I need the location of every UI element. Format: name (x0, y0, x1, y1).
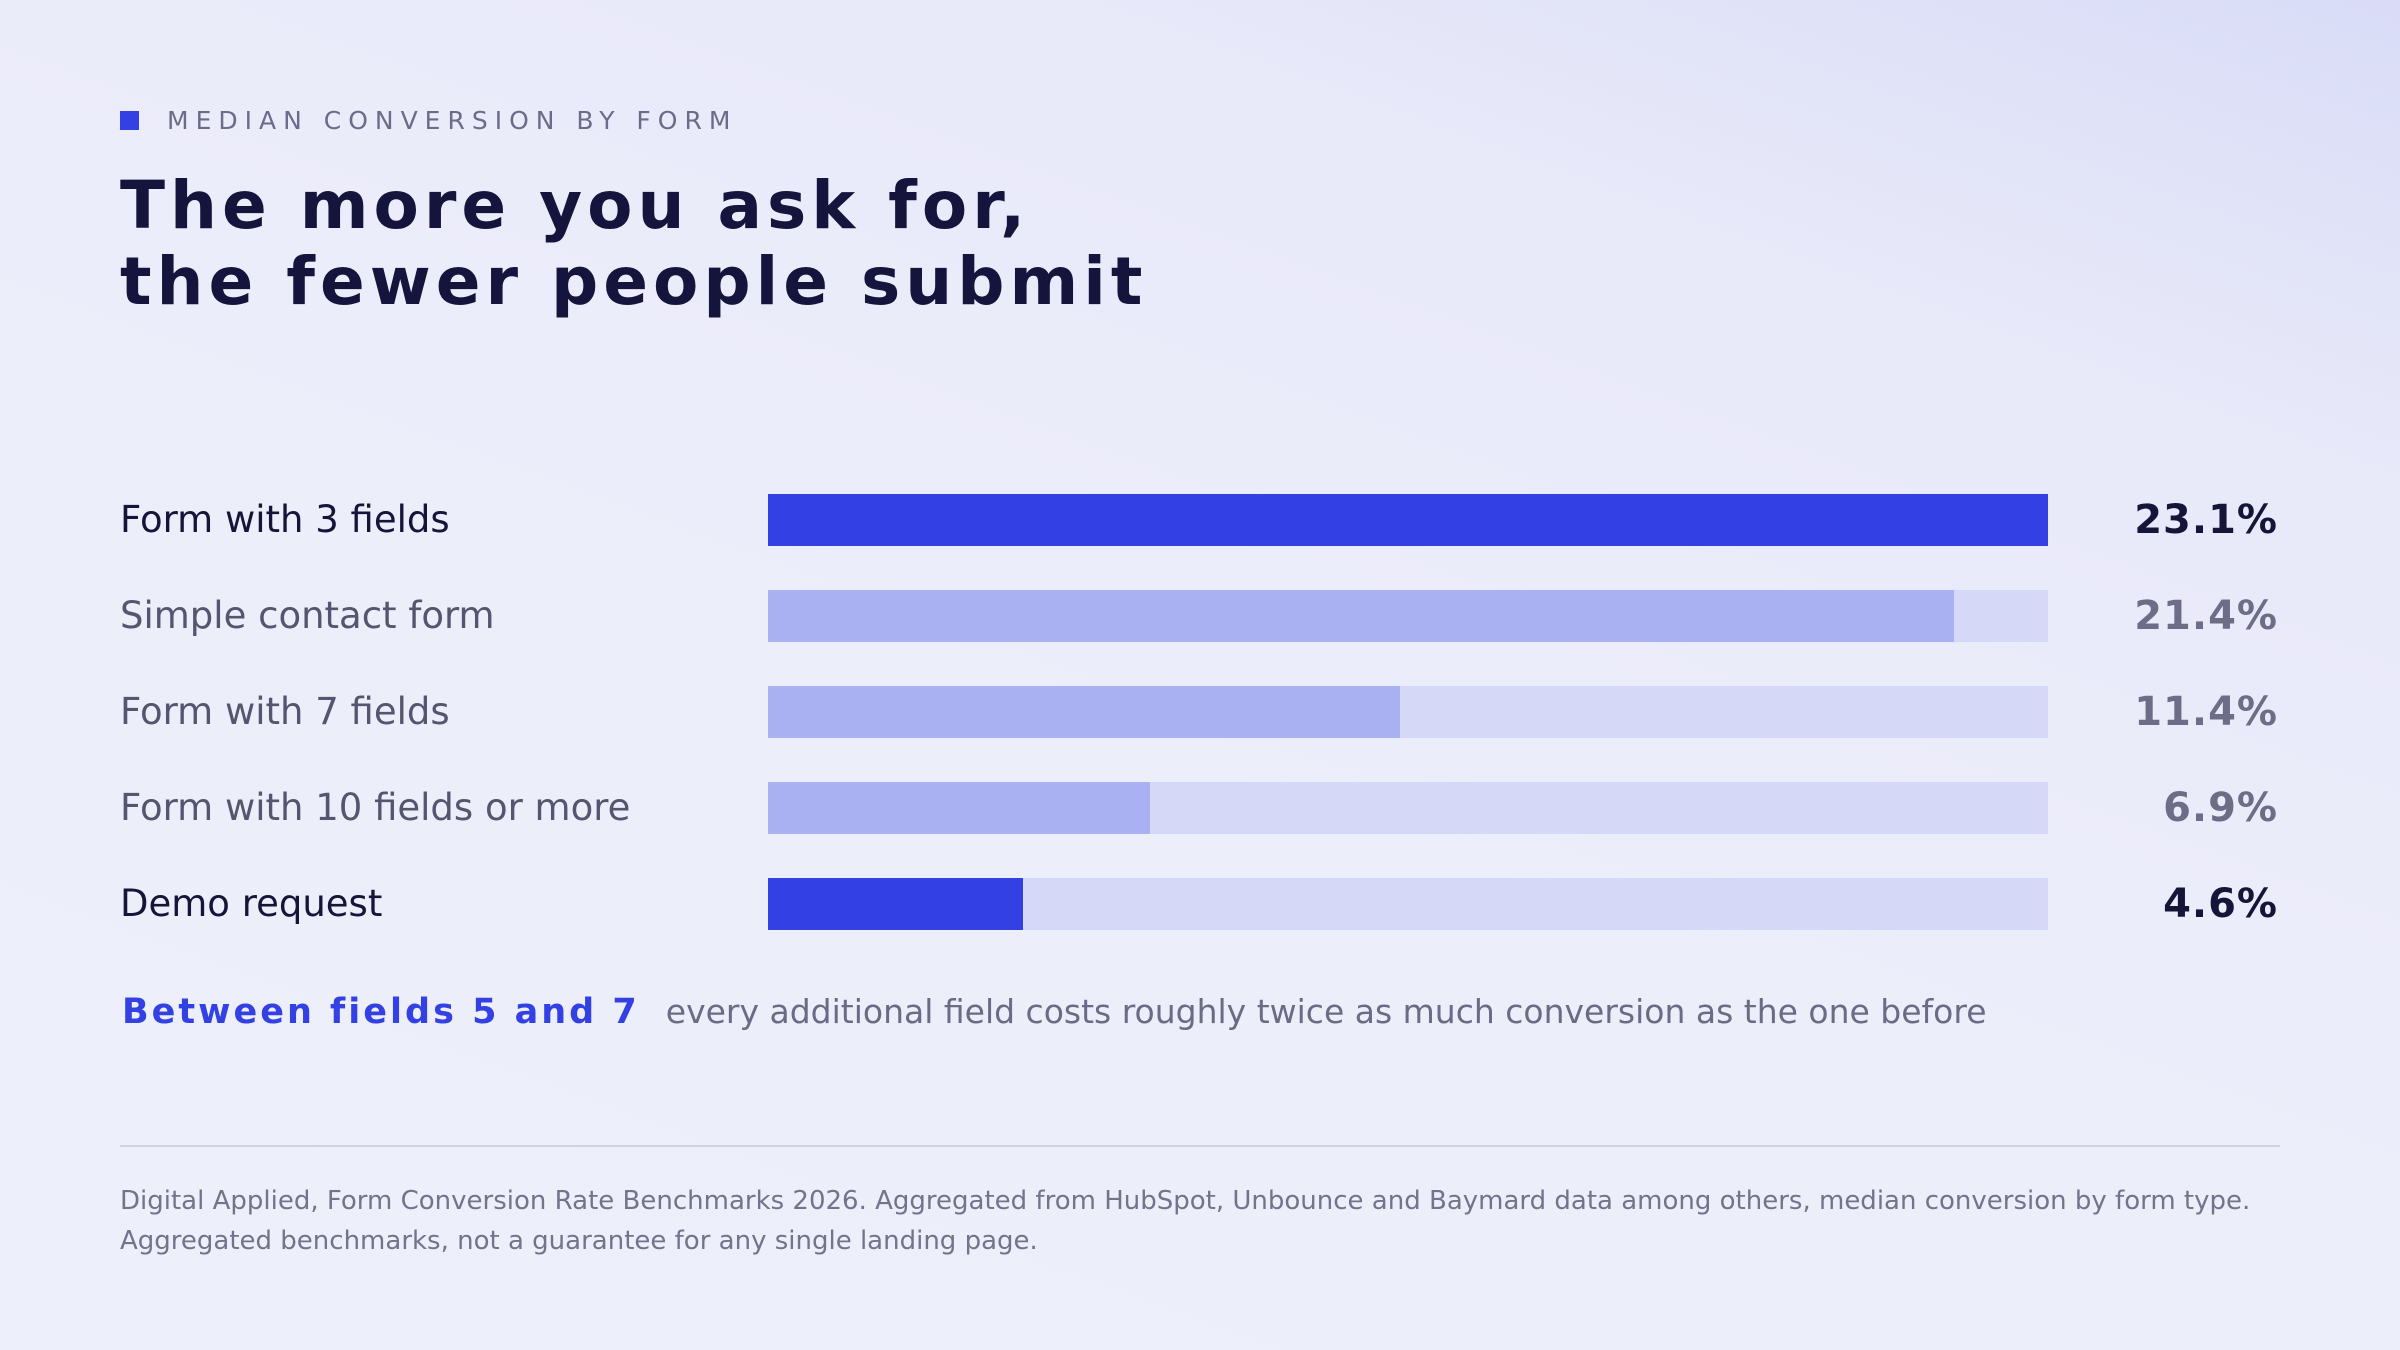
bar-track (768, 494, 2048, 546)
bar-category-label: Simple contact form (120, 594, 495, 637)
insight-callout: Between fields 5 and 7 every additional f… (122, 985, 1987, 1039)
bar-value-label: 23.1% (2134, 497, 2278, 543)
bar-category-label: Form with 10 fields or more (120, 786, 631, 829)
bar-track (768, 590, 2048, 642)
chart-title: The more you ask for, the fewer people s… (120, 168, 1147, 320)
footer-divider (120, 1145, 2280, 1147)
bar-category-label: Form with 7 fields (120, 690, 450, 733)
bar-value-label: 4.6% (2163, 881, 2278, 927)
bar-row: Demo request 4.6% (0, 878, 2400, 930)
bar-row: Form with 7 fields 11.4% (0, 686, 2400, 738)
bar-row: Simple contact form 21.4% (0, 590, 2400, 642)
bar (768, 878, 1023, 930)
bar-category-label: Form with 3 fields (120, 498, 450, 541)
bar-row: Form with 3 fields 23.1% (0, 494, 2400, 546)
bar-row: Form with 10 fields or more 6.9% (0, 782, 2400, 834)
source-line-2: Aggregated benchmarks, not a guarantee f… (120, 1226, 1038, 1256)
bar-value-label: 6.9% (2163, 785, 2278, 831)
source-note: Digital Applied, Form Conversion Rate Be… (120, 1181, 2320, 1261)
bar-value-label: 11.4% (2134, 689, 2278, 735)
bar (768, 590, 1954, 642)
bar-track (768, 782, 2048, 834)
bar-category-label: Demo request (120, 882, 383, 925)
chart-title-line-2: the fewer people submit (120, 243, 1148, 320)
insight-highlight: Between fields 5 and 7 (122, 992, 640, 1032)
source-line-1: Digital Applied, Form Conversion Rate Be… (120, 1186, 2251, 1216)
chart-eyebrow: MEDIAN CONVERSION BY FORM (120, 105, 738, 135)
eyebrow-square-icon (120, 110, 139, 130)
bar-value-label: 21.4% (2134, 593, 2278, 639)
insight-text: every additional field costs roughly twi… (665, 992, 1987, 1031)
bar (768, 494, 2048, 546)
bar (768, 686, 1400, 738)
chart-title-line-1: The more you ask for, (120, 167, 1031, 244)
bar-track (768, 686, 2048, 738)
eyebrow-label: MEDIAN CONVERSION BY FORM (167, 105, 738, 135)
bar-track (768, 878, 2048, 930)
bar (768, 782, 1150, 834)
